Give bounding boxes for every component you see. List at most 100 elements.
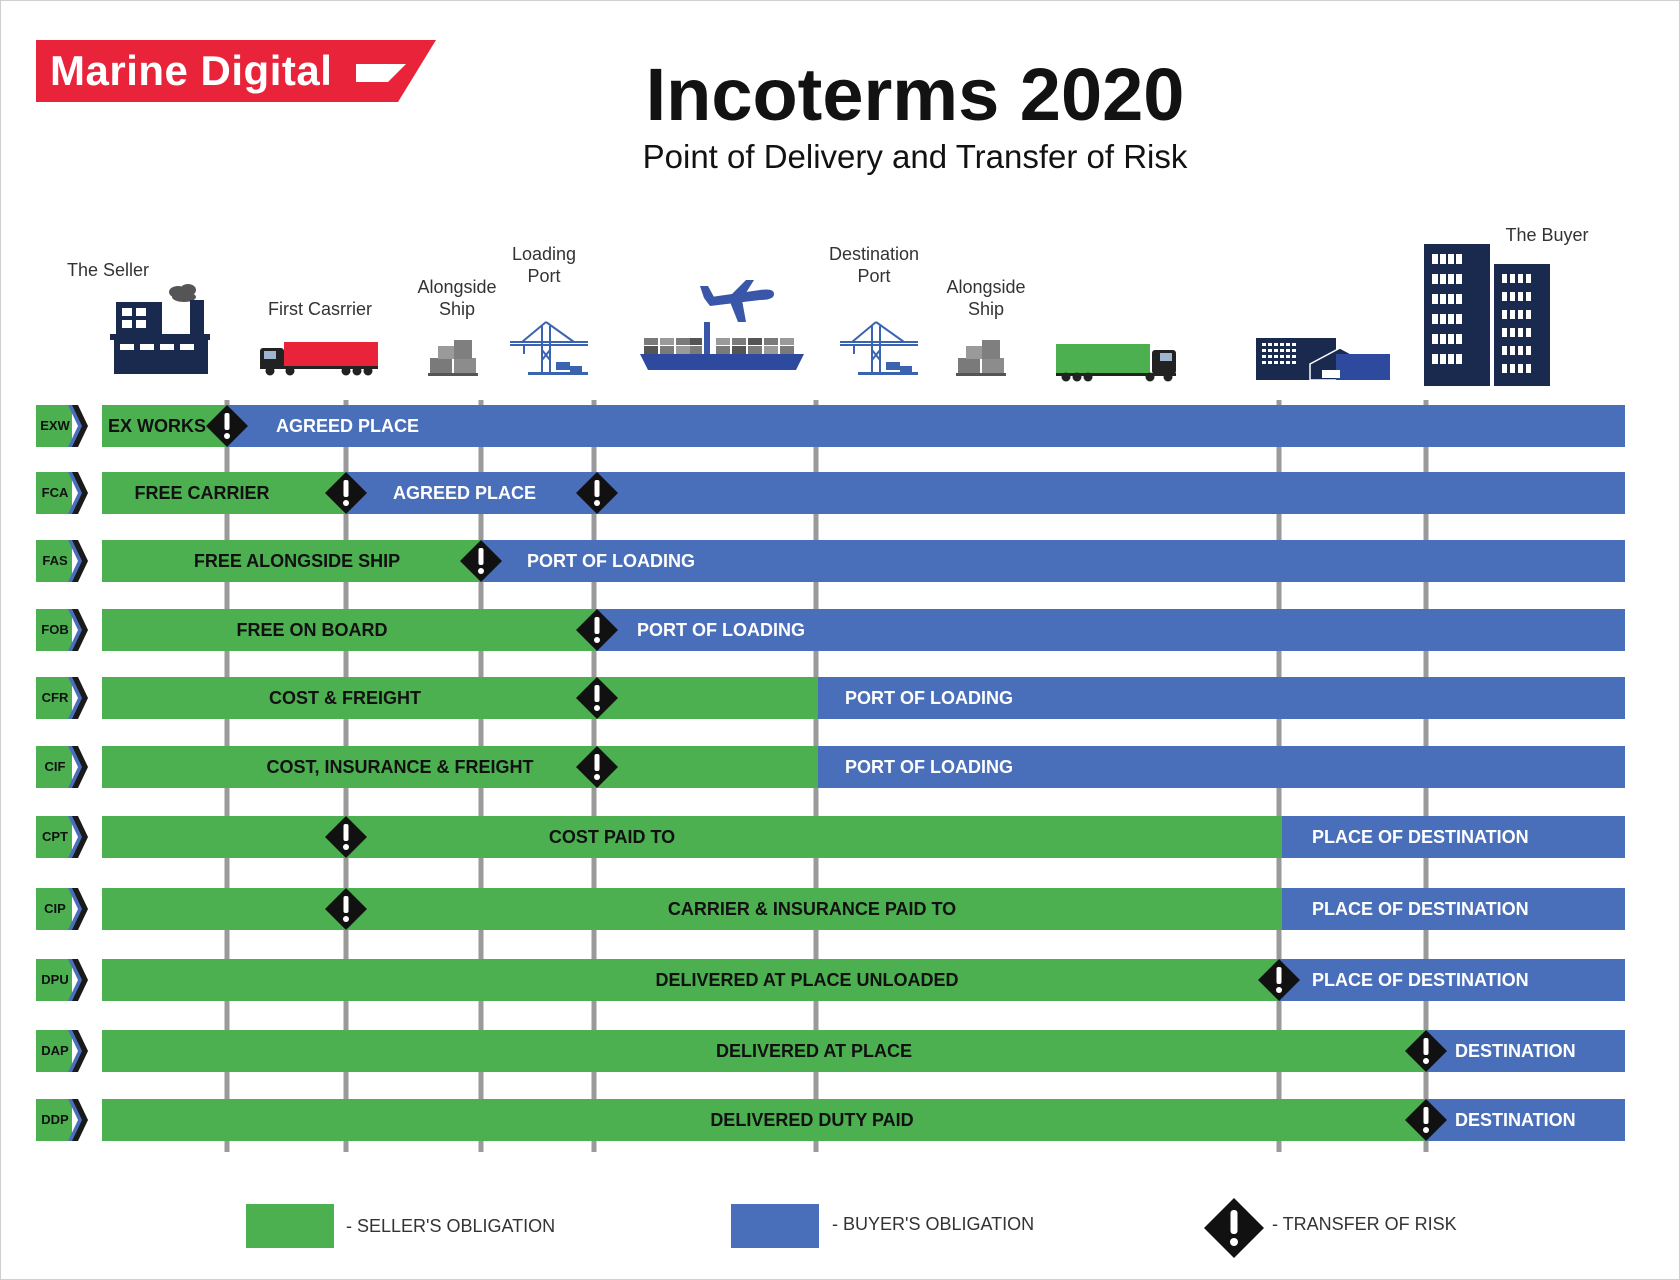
buyer-obligation-bar (1426, 1099, 1625, 1141)
transfer-of-risk-icon (576, 472, 618, 514)
buyer-obligation-label: PORT OF LOADING (845, 757, 1013, 777)
seller-obligation-bar (102, 472, 346, 514)
page-subtitle: Point of Delivery and Transfer of Risk (642, 138, 1188, 175)
buyer-obligation-bar (1282, 816, 1625, 858)
incoterm-code: DPU (41, 972, 69, 987)
seller-obligation-bar (102, 1099, 1426, 1141)
cargo-boxes-icon (428, 340, 478, 376)
incoterm-code: FOB (41, 622, 69, 637)
seller-obligation-label: DELIVERED AT PLACE UNLOADED (655, 970, 959, 990)
buyer-obligation-label: DESTINATION (1455, 1110, 1576, 1130)
incoterm-row-cpt: CPT COST PAID TO PLACE OF DESTINATION (0, 816, 1680, 858)
seller-obligation-label: FREE ALONGSIDE SHIP (193, 551, 401, 571)
brand-logo: Marine Digital (36, 40, 436, 102)
transfer-of-risk-icon (325, 472, 367, 514)
incoterm-code: FAS (42, 553, 68, 568)
transfer-of-risk-icon (325, 888, 367, 930)
buyer-obligation-label: PORT OF LOADING (527, 551, 695, 571)
incoterm-row-fob: FOB FREE ON BOARD PORT OF LOADING (0, 609, 1680, 651)
buyer-obligation-label: AGREED PLACE (393, 483, 537, 503)
buyer-obligation-label: DESTINATION (1455, 1041, 1576, 1061)
stage-destination-port-label: Destination Port (828, 244, 920, 286)
seller-obligation-label: DELIVERED DUTY PAID (710, 1110, 914, 1130)
buyer-obligation-label: PLACE OF DESTINATION (1312, 899, 1529, 919)
factory-icon (110, 284, 210, 374)
incoterm-row-cfr: CFR COST & FREIGHT PORT OF LOADING (0, 677, 1680, 719)
incoterm-code: DDP (41, 1112, 69, 1127)
green-truck-icon (1056, 344, 1176, 382)
seller-obligation-bar (102, 746, 818, 788)
seller-obligation-label: COST, INSURANCE & FREIGHT (266, 757, 534, 777)
incoterm-code: CIF (44, 759, 66, 774)
transfer-of-risk-icon (1258, 959, 1300, 1001)
page-title: Incoterms 2020 (645, 53, 1185, 136)
transfer-of-risk-icon (206, 405, 248, 447)
seller-obligation-bar (102, 816, 1282, 858)
seller-obligation-bar (102, 677, 818, 719)
warehouse-icon (1256, 338, 1390, 381)
incoterm-row-fas: FAS FREE ALONGSIDE SHIP PORT OF LOADING (0, 540, 1680, 582)
port-crane-icon (840, 321, 918, 375)
stage-seller-label: The Seller (66, 260, 150, 280)
stage-alongside-ship-1-label: Alongside Ship (417, 277, 497, 319)
buyer-obligation-bar (818, 677, 1625, 719)
seller-obligation-label: COST & FREIGHT (269, 688, 421, 708)
legend-seller-swatch (246, 1204, 334, 1248)
incoterm-row-cif: CIF COST, INSURANCE & FREIGHT PORT OF LO… (0, 746, 1680, 788)
incoterm-row-fca: FCA FREE CARRIER AGREED PLACE (0, 472, 1680, 514)
incoterm-code: CPT (42, 829, 68, 844)
cargo-ship-icon (640, 322, 804, 370)
transfer-of-risk-icon (325, 816, 367, 858)
transfer-of-risk-icon (1405, 1099, 1447, 1141)
airplane-icon (700, 280, 774, 322)
legend-risk-label: - TRANSFER OF RISK (1272, 1214, 1457, 1234)
buyer-obligation-label: PLACE OF DESTINATION (1312, 827, 1529, 847)
incoterm-row-ddp: DDP DELIVERED DUTY PAID DESTINATION (0, 1099, 1680, 1141)
incoterm-row-cip: CIP CARRIER & INSURANCE PAID TO PLACE OF… (0, 888, 1680, 930)
incoterm-code: EXW (40, 418, 70, 433)
buyer-obligation-bar (346, 472, 1625, 514)
seller-obligation-bar (102, 540, 481, 582)
legend-seller-label: - SELLER'S OBLIGATION (346, 1216, 556, 1236)
buyer-obligation-bar (818, 746, 1625, 788)
transfer-of-risk-icon (576, 746, 618, 788)
buyer-obligation-bar (1282, 888, 1625, 930)
buyer-obligation-label: PLACE OF DESTINATION (1312, 970, 1529, 990)
incoterm-row-exw: EXW EX WORKS AGREED PLACE (0, 405, 1680, 447)
seller-obligation-bar (102, 888, 1282, 930)
stage-loading-port-label: Loading Port (511, 244, 577, 286)
seller-obligation-label: CARRIER & INSURANCE PAID TO (667, 899, 957, 919)
buyer-obligation-bar (481, 540, 1625, 582)
port-crane-icon (510, 321, 588, 375)
incoterm-row-dpu: DPU DELIVERED AT PLACE UNLOADED PLACE OF… (0, 959, 1680, 1001)
transfer-of-risk-icon (460, 540, 502, 582)
incoterm-code: CIP (44, 901, 66, 916)
seller-obligation-label: EX WORKS (107, 416, 207, 436)
incoterm-code: CFR (41, 690, 69, 705)
buyer-obligation-label: PORT OF LOADING (637, 620, 805, 640)
incoterm-code: FCA (41, 485, 69, 500)
seller-obligation-label: DELIVERED AT PLACE (715, 1041, 913, 1061)
incoterm-code: DAP (41, 1043, 69, 1058)
buyer-obligation-label: AGREED PLACE (276, 416, 420, 436)
brand-name: Marine Digital (50, 47, 333, 94)
buyer-obligation-bar (596, 609, 1625, 651)
buyer-obligation-bar (1279, 959, 1625, 1001)
seller-obligation-bar (102, 959, 1279, 1001)
legend-buyer-label: - BUYER'S OBLIGATION (832, 1214, 1035, 1234)
transfer-of-risk-icon (576, 609, 618, 651)
stage-alongside-ship-2-label: Alongside Ship (946, 277, 1026, 319)
buyer-buildings-icon (1424, 244, 1550, 386)
seller-obligation-label: FREE CARRIER (134, 483, 270, 503)
legend-transfer-of-risk-icon (1204, 1198, 1264, 1258)
stage-first-carrier-label: First Casrrier (268, 299, 372, 319)
cargo-boxes-icon (956, 340, 1006, 376)
legend-buyer-swatch (731, 1204, 819, 1248)
buyer-obligation-label: PORT OF LOADING (845, 688, 1013, 708)
buyer-obligation-bar (1426, 1030, 1625, 1072)
red-truck-icon (260, 342, 378, 376)
seller-obligation-bar (102, 609, 596, 651)
seller-obligation-label: FREE ON BOARD (236, 620, 388, 640)
stage-buyer-label: The Buyer (1505, 225, 1589, 245)
incoterm-row-dap: DAP DELIVERED AT PLACE DESTINATION (0, 1030, 1680, 1072)
